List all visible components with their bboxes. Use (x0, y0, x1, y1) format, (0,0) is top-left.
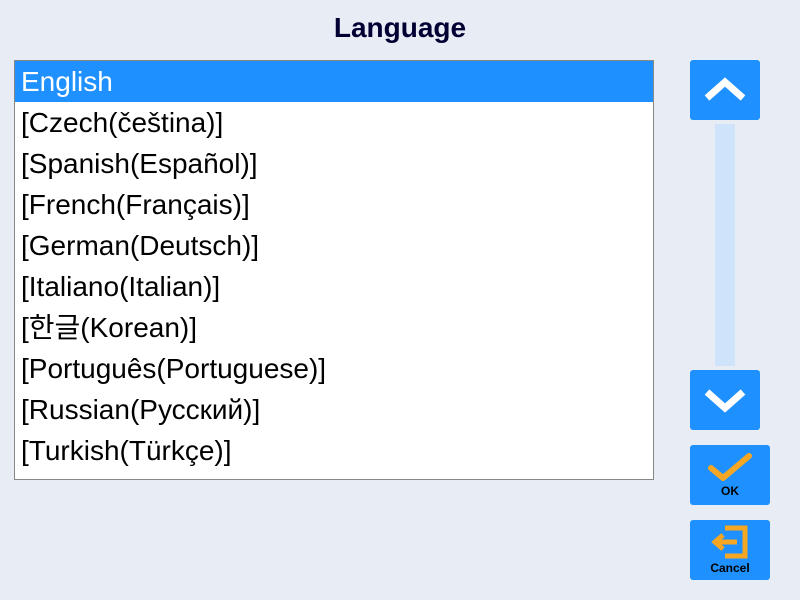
scroll-up-button[interactable] (690, 60, 760, 120)
scroll-down-button[interactable] (690, 370, 760, 430)
ok-button[interactable]: OK (690, 445, 770, 505)
list-item[interactable]: [Italiano(Italian)] (15, 266, 653, 307)
language-list: English [Czech(čeština)] [Spanish(Españo… (14, 60, 654, 480)
list-item[interactable]: English (15, 61, 653, 102)
exit-icon (711, 525, 749, 559)
cancel-button[interactable]: Cancel (690, 520, 770, 580)
list-item[interactable]: [Russian(Русский)] (15, 389, 653, 430)
list-item[interactable]: [Turkish(Türkçe)] (15, 430, 653, 471)
list-item[interactable]: [Português(Portuguese)] (15, 348, 653, 389)
list-item[interactable]: [Czech(čeština)] (15, 102, 653, 143)
cancel-label: Cancel (710, 561, 749, 575)
list-item[interactable]: [Spanish(Español)] (15, 143, 653, 184)
ok-label: OK (721, 484, 739, 498)
scroll-track[interactable] (715, 124, 735, 366)
checkmark-icon (707, 452, 753, 482)
chevron-up-icon (703, 76, 747, 104)
list-item[interactable]: [French(Français)] (15, 184, 653, 225)
title-bar: Language (0, 0, 800, 55)
scrollbar (690, 60, 760, 430)
list-item[interactable]: [German(Deutsch)] (15, 225, 653, 266)
page-title: Language (334, 12, 466, 44)
chevron-down-icon (703, 386, 747, 414)
list-item[interactable]: [한글(Korean)] (15, 307, 653, 348)
